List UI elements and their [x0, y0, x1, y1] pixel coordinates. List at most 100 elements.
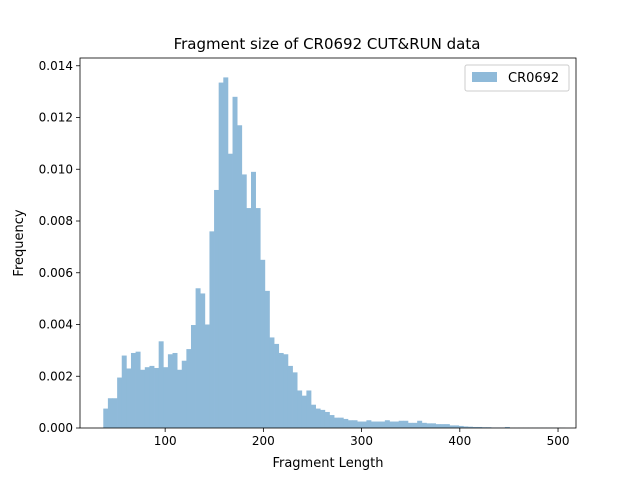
histogram-bar: [292, 372, 298, 428]
histogram-bar: [371, 421, 376, 428]
histogram-bar: [190, 325, 196, 428]
histogram-bar: [357, 421, 363, 428]
histogram-bar: [158, 341, 164, 428]
y-tick-label: 0.002: [39, 369, 73, 383]
histogram-bar: [121, 355, 127, 428]
y-axis-label: Frequency: [12, 209, 27, 276]
histogram-bar: [209, 231, 215, 428]
y-tick-label: 0.010: [39, 162, 73, 176]
histogram-bar: [135, 351, 141, 428]
histogram-bar: [334, 417, 340, 428]
histogram-bar: [407, 422, 413, 428]
histogram-bar: [223, 77, 229, 428]
histogram-bar: [444, 424, 450, 428]
histogram-bar: [112, 398, 118, 428]
y-tick-label: 0.004: [39, 318, 73, 332]
histogram-bar: [232, 96, 238, 428]
histogram-bar: [311, 404, 316, 428]
histogram-bar: [417, 420, 423, 428]
histogram-bar: [237, 125, 243, 429]
histogram-bar: [274, 343, 280, 428]
legend: CR0692: [464, 64, 570, 92]
histogram-bar: [431, 423, 436, 428]
histogram-bar: [140, 369, 146, 428]
histogram-bar: [477, 426, 483, 428]
histogram-bar: [144, 367, 150, 428]
histogram-bar: [338, 417, 344, 428]
histogram-bar: [435, 424, 441, 428]
x-tick-label: 500: [547, 434, 570, 448]
plot-frame: [79, 57, 577, 429]
histogram-bar: [195, 288, 201, 428]
histogram-bar: [472, 426, 478, 428]
histogram-bar: [260, 259, 266, 428]
histogram-bar: [463, 426, 469, 428]
histogram-bar: [398, 420, 404, 428]
histogram-bar: [306, 390, 312, 428]
histogram-bar: [352, 420, 358, 428]
x-axis-ticks: 100 200 300 400 500: [154, 428, 570, 448]
histogram-bar: [329, 415, 335, 428]
histogram-bar: [467, 426, 473, 428]
histogram-bar: [181, 360, 187, 428]
histogram-bar: [287, 365, 293, 428]
histogram-bar: [366, 420, 372, 428]
x-tick-label: 400: [448, 434, 471, 448]
legend-swatch: [472, 72, 497, 82]
x-tick-label: 100: [154, 434, 177, 448]
histogram-bar: [117, 377, 123, 428]
y-tick-label: 0.014: [39, 59, 73, 73]
y-tick-label: 0.008: [39, 214, 73, 228]
histogram-bar: [449, 425, 455, 428]
histogram-bar: [269, 337, 275, 428]
histogram-bar: [251, 171, 256, 428]
y-tick-label: 0.000: [39, 421, 73, 435]
histogram-bar: [440, 424, 446, 428]
histogram-bar: [324, 411, 330, 428]
legend-box: [464, 64, 570, 92]
histogram-bar: [204, 324, 210, 428]
histogram-bar: [227, 153, 233, 429]
histogram-bar: [458, 425, 464, 428]
histogram-bar: [126, 368, 132, 428]
histogram-bar: [149, 365, 155, 428]
histogram-bar: [214, 189, 220, 428]
y-tick-label: 0.006: [39, 266, 73, 280]
histogram-bar: [107, 398, 113, 428]
histogram-bar: [426, 423, 432, 428]
histogram-bar: [283, 354, 289, 428]
histogram-bar: [403, 420, 409, 428]
x-axis-label: Fragment Length: [272, 456, 383, 471]
histogram-bar: [177, 369, 183, 428]
bar-series: [103, 77, 566, 429]
histogram-bar: [186, 349, 192, 428]
histogram-bar: [154, 367, 160, 428]
histogram-bar: [384, 420, 390, 428]
histogram-bar: [255, 208, 261, 428]
histogram-bar: [218, 82, 224, 428]
histogram-bar: [315, 408, 321, 428]
histogram-bar: [320, 409, 326, 428]
histogram-bar: [130, 352, 136, 428]
histogram-bar: [343, 418, 349, 428]
histogram-bar: [297, 390, 303, 428]
histogram-bar: [504, 426, 510, 428]
histogram-bar: [394, 421, 400, 428]
y-tick-label: 0.012: [39, 111, 73, 125]
histogram-bar: [375, 421, 381, 428]
y-axis-ticks: 0.000 0.002 0.004 0.006 0.008 0.010 0.012 0.014: [39, 59, 80, 435]
histogram-bar: [389, 421, 395, 428]
histogram-bar: [380, 421, 386, 428]
x-tick-label: 300: [350, 434, 373, 448]
histogram-bar: [421, 422, 427, 428]
histogram-bar: [172, 352, 178, 428]
histogram-bar: [103, 408, 109, 428]
histogram-bar: [246, 208, 252, 428]
histogram-bar: [241, 174, 247, 428]
histogram-bar: [301, 395, 307, 428]
x-tick-label: 200: [252, 434, 275, 448]
legend-label: CR0692: [508, 71, 559, 86]
histogram-bar: [347, 420, 353, 428]
histogram-bar: [454, 425, 460, 428]
